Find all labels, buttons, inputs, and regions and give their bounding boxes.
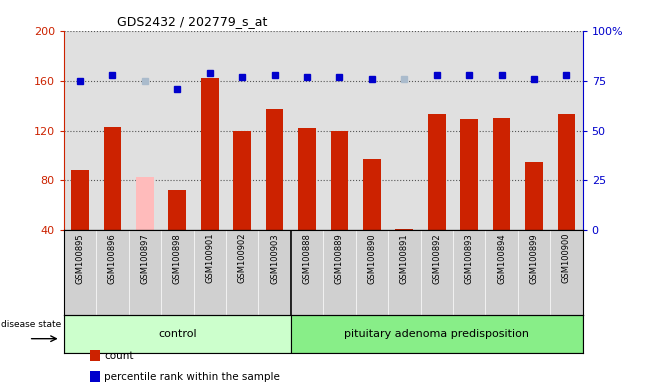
Text: GSM100901: GSM100901 [205,233,214,283]
Text: GSM100897: GSM100897 [141,233,149,284]
Bar [136,177,154,230]
Bar [298,128,316,230]
Text: GDS2432 / 202779_s_at: GDS2432 / 202779_s_at [117,15,268,28]
Bar [557,114,575,230]
Bar [525,162,543,230]
Bar [428,114,446,230]
Text: percentile rank within the sample: percentile rank within the sample [104,372,280,382]
Bar [266,109,283,230]
Text: disease state: disease state [1,321,62,329]
Bar [104,127,121,230]
Bar [64,315,291,353]
Bar [291,315,583,353]
Text: GSM100888: GSM100888 [303,233,312,284]
Text: control: control [158,329,197,339]
Bar [460,119,478,230]
Text: GSM100898: GSM100898 [173,233,182,284]
Text: GSM100902: GSM100902 [238,233,247,283]
Text: GSM100895: GSM100895 [76,233,85,283]
Text: GSM100891: GSM100891 [400,233,409,283]
Bar [169,190,186,230]
Bar [395,229,413,230]
Text: pituitary adenoma predisposition: pituitary adenoma predisposition [344,329,529,339]
Text: GSM100894: GSM100894 [497,233,506,283]
Text: GSM100899: GSM100899 [529,233,538,283]
Text: GSM100893: GSM100893 [465,233,474,284]
Bar [201,78,219,230]
Text: GSM100892: GSM100892 [432,233,441,283]
Bar [493,118,510,230]
Bar [71,170,89,230]
Bar [331,131,348,230]
Text: GSM100890: GSM100890 [367,233,376,283]
Bar [233,131,251,230]
Text: GSM100889: GSM100889 [335,233,344,284]
Text: count: count [104,351,133,361]
Text: GSM100903: GSM100903 [270,233,279,283]
Text: GSM100896: GSM100896 [108,233,117,284]
Bar [363,159,381,230]
Text: GSM100900: GSM100900 [562,233,571,283]
